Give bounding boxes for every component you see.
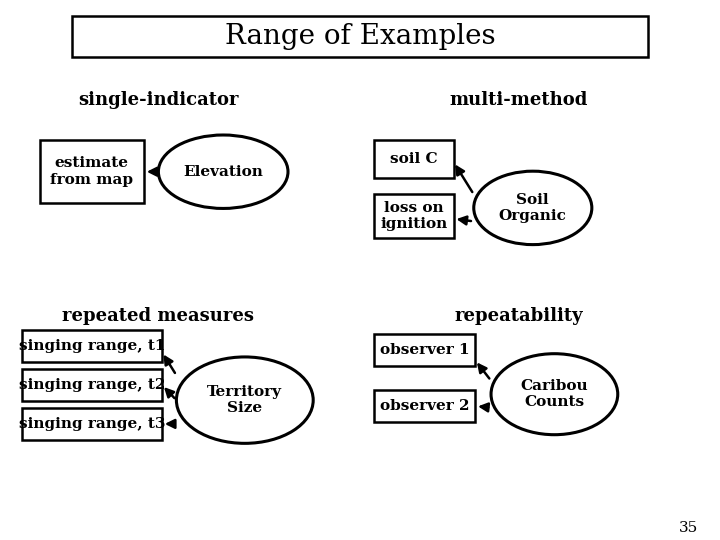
Text: singing range, t2: singing range, t2 xyxy=(19,378,165,392)
Text: soil C: soil C xyxy=(390,152,438,166)
Text: observer 2: observer 2 xyxy=(380,399,469,413)
Ellipse shape xyxy=(176,357,313,443)
Text: singing range, t1: singing range, t1 xyxy=(19,339,165,353)
Text: single-indicator: single-indicator xyxy=(78,91,238,109)
FancyBboxPatch shape xyxy=(374,194,454,238)
FancyBboxPatch shape xyxy=(22,408,162,440)
Text: repeated measures: repeated measures xyxy=(63,307,254,325)
FancyBboxPatch shape xyxy=(22,369,162,401)
FancyBboxPatch shape xyxy=(374,140,454,178)
Text: repeatability: repeatability xyxy=(454,307,582,325)
Ellipse shape xyxy=(474,171,592,245)
FancyBboxPatch shape xyxy=(72,16,648,57)
FancyBboxPatch shape xyxy=(40,140,144,202)
FancyBboxPatch shape xyxy=(374,334,475,366)
Text: Range of Examples: Range of Examples xyxy=(225,23,495,50)
Text: multi-method: multi-method xyxy=(449,91,588,109)
Ellipse shape xyxy=(158,135,288,208)
Text: singing range, t3: singing range, t3 xyxy=(19,417,165,431)
Text: Soil
Organic: Soil Organic xyxy=(499,193,567,223)
Text: Elevation: Elevation xyxy=(184,165,263,179)
Text: observer 1: observer 1 xyxy=(380,343,469,357)
Text: estimate
from map: estimate from map xyxy=(50,157,133,186)
Ellipse shape xyxy=(491,354,618,435)
Text: Territory
Size: Territory Size xyxy=(207,385,282,415)
FancyBboxPatch shape xyxy=(374,390,475,422)
Text: loss on
ignition: loss on ignition xyxy=(380,201,448,231)
FancyBboxPatch shape xyxy=(22,330,162,362)
Text: 35: 35 xyxy=(679,521,698,535)
Text: Caribou
Counts: Caribou Counts xyxy=(521,379,588,409)
